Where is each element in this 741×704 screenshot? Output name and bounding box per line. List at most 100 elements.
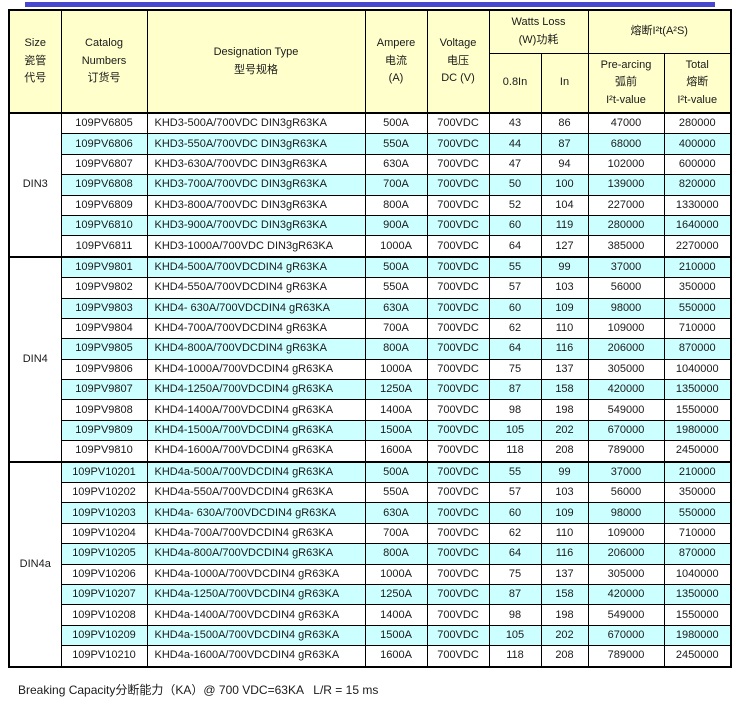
table-row: 109PV10204 KHD4a-700A/700VDCDIN4 gR63KA 70… — [9, 522, 732, 545]
catalog-number-cell: 109PV6806 — [60, 133, 148, 155]
watts-in-cell: 137 — [540, 358, 589, 381]
designation-cell: KHD4a-700A/700VDCDIN4 gR63KA — [146, 522, 366, 545]
table-row: 109PV9807 KHD4-1250A/700VDCDIN4 gR63KA 125… — [9, 379, 732, 401]
col-header-designation: Designation Type 型号规格 — [146, 9, 366, 114]
table-row: 109PV9806 KHD4-1000A/700VDCDIN4 gR63KA 100… — [9, 358, 732, 381]
watts-in-cell: 103 — [540, 277, 589, 299]
watts-in-cell: 86 — [540, 112, 589, 135]
watts-in-cell: 119 — [540, 214, 589, 237]
watts-in-cell: 109 — [540, 297, 589, 319]
designation-cell: KHD3-900A/700VDC DIN3gR63KA — [146, 214, 366, 237]
voltage-cell: 700VDC — [426, 543, 490, 565]
voltage-cell: 700VDC — [426, 399, 490, 421]
total-i2t-cell: 2450000 — [663, 645, 732, 668]
col-header-catalog: Catalog Numbers 订货号 — [60, 9, 148, 114]
watts-in-cell: 100 — [540, 174, 589, 196]
catalog-number-cell: 109PV6810 — [60, 214, 148, 237]
ampere-cell: 630A — [364, 297, 428, 319]
table-row: 109PV6806 KHD3-550A/700VDC DIN3gR63KA 550A… — [9, 133, 732, 155]
total-i2t-cell: 2270000 — [663, 235, 732, 258]
prearcing-i2t-cell: 789000 — [587, 645, 665, 668]
watts-08in-cell: 62 — [488, 522, 542, 545]
size-group-cell: DIN3 — [8, 112, 62, 258]
total-i2t-cell: 550000 — [663, 297, 732, 319]
designation-cell: KHD4a-1400A/700VDCDIN4 gR63KA — [146, 604, 366, 626]
voltage-cell: 700VDC — [426, 277, 490, 299]
prearcing-i2t-cell: 68000 — [587, 133, 665, 155]
prearcing-i2t-cell: 139000 — [587, 174, 665, 196]
ampere-cell: 900A — [364, 214, 428, 237]
catalog-number-cell: 109PV10208 — [60, 604, 148, 626]
catalog-number-cell: 109PV9807 — [60, 379, 148, 401]
watts-in-cell: 99 — [540, 460, 589, 484]
col-header-total: Total 熔断 I²t-value — [663, 53, 732, 114]
total-i2t-cell: 400000 — [663, 133, 732, 155]
prearcing-i2t-cell: 56000 — [587, 277, 665, 299]
ampere-cell: 1400A — [364, 604, 428, 626]
designation-cell: KHD3-700A/700VDC DIN3gR63KA — [146, 174, 366, 196]
ampere-cell: 500A — [364, 255, 428, 279]
catalog-number-cell: 109PV6807 — [60, 153, 148, 176]
prearcing-i2t-cell: 47000 — [587, 112, 665, 135]
watts-in-cell: 202 — [540, 624, 589, 647]
table-row: 109PV9810 KHD4-1600A/700VDCDIN4 gR63KA 160… — [9, 440, 732, 463]
total-i2t-cell: 350000 — [663, 482, 732, 504]
total-i2t-cell: 1040000 — [663, 358, 732, 381]
ampere-cell: 1250A — [364, 583, 428, 606]
watts-08in-cell: 98 — [488, 399, 542, 421]
voltage-cell: 700VDC — [426, 604, 490, 626]
catalog-number-cell: 109PV9806 — [60, 358, 148, 381]
ampere-cell: 800A — [364, 194, 428, 216]
ampere-cell: 1000A — [364, 563, 428, 585]
watts-08in-cell: 64 — [488, 338, 542, 360]
ampere-cell: 500A — [364, 460, 428, 484]
total-i2t-cell: 1040000 — [663, 563, 732, 585]
table-row: 109PV9808 KHD4-1400A/700VDCDIN4 gR63KA 140… — [9, 399, 732, 421]
ampere-cell: 1000A — [364, 358, 428, 381]
watts-08in-cell: 62 — [488, 317, 542, 340]
table-row: 109PV6807 KHD3-630A/700VDC DIN3gR63KA 630A… — [9, 153, 732, 176]
prearcing-i2t-cell: 37000 — [587, 460, 665, 484]
designation-cell: KHD4a-1500A/700VDCDIN4 gR63KA — [146, 624, 366, 647]
ampere-cell: 500A — [364, 112, 428, 135]
voltage-cell: 700VDC — [426, 502, 490, 524]
table-row: 109PV10209 KHD4a-1500A/700VDCDIN4 gR63KA 1… — [9, 624, 732, 647]
watts-in-cell: 116 — [540, 543, 589, 565]
table-row: 109PV10207 KHD4a-1250A/700VDCDIN4 gR63KA 1… — [9, 583, 732, 606]
watts-08in-cell: 60 — [488, 502, 542, 524]
watts-in-cell: 116 — [540, 338, 589, 360]
catalog-number-cell: 109PV10203 — [60, 502, 148, 524]
ampere-cell: 1600A — [364, 645, 428, 668]
designation-cell: KHD4- 630A/700VDCDIN4 gR63KA — [146, 297, 366, 319]
ampere-cell: 550A — [364, 133, 428, 155]
watts-08in-cell: 47 — [488, 153, 542, 176]
ampere-cell: 1250A — [364, 379, 428, 401]
voltage-cell: 700VDC — [426, 338, 490, 360]
voltage-cell: 700VDC — [426, 112, 490, 135]
watts-in-cell: 99 — [540, 255, 589, 279]
total-i2t-cell: 1980000 — [663, 419, 732, 442]
designation-cell: KHD4-800A/700VDCDIN4 gR63KA — [146, 338, 366, 360]
designation-cell: KHD4a-1600A/700VDCDIN4 gR63KA — [146, 645, 366, 668]
watts-in-cell: 202 — [540, 419, 589, 442]
designation-cell: KHD4a-550A/700VDCDIN4 gR63KA — [146, 482, 366, 504]
table-row: DIN4 109PV9801 KHD4-500A/700VDCDIN4 gR63KA… — [8, 255, 732, 463]
watts-in-cell: 110 — [540, 317, 589, 340]
watts-in-cell: 137 — [540, 563, 589, 585]
header-row-1: Size 瓷管 代号 Catalog Numbers 订货号 Designati… — [8, 9, 732, 114]
watts-in-cell: 198 — [540, 604, 589, 626]
watts-08in-cell: 43 — [488, 112, 542, 135]
table-row: 109PV10208 KHD4a-1400A/700VDCDIN4 gR63KA 1… — [9, 604, 732, 626]
watts-08in-cell: 60 — [488, 214, 542, 237]
col-header-in: In — [540, 53, 589, 114]
top-accent-bar — [25, 2, 715, 7]
catalog-number-cell: 109PV10210 — [60, 645, 148, 668]
prearcing-i2t-cell: 385000 — [587, 235, 665, 258]
voltage-cell: 700VDC — [426, 358, 490, 381]
total-i2t-cell: 550000 — [663, 502, 732, 524]
total-i2t-cell: 2450000 — [663, 440, 732, 463]
designation-cell: KHD4-700A/700VDCDIN4 gR63KA — [146, 317, 366, 340]
total-i2t-cell: 1550000 — [663, 399, 732, 421]
table-body: DIN3 109PV6805 KHD3-500A/700VDC DIN3gR63KA… — [8, 112, 732, 668]
total-i2t-cell: 210000 — [663, 460, 732, 484]
